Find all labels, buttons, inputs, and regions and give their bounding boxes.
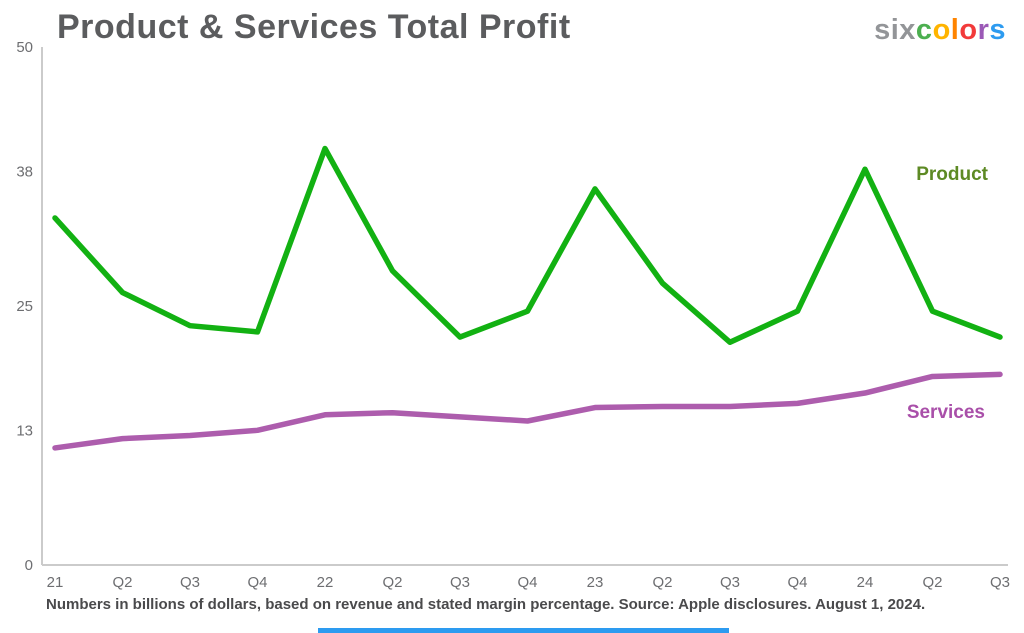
logo-letter: r [977,14,990,46]
logo-letter: o [959,14,978,46]
bottom-accent-bar [318,628,729,633]
y-tick-label: 13 [16,422,33,439]
logo-letter: o [932,14,951,46]
x-tick-label: 24 [857,574,874,591]
x-tick-label: Q4 [787,574,807,591]
logo-colored-letters: colors [916,14,1006,46]
x-tick-label: Q3 [450,574,470,591]
y-tick-label: 50 [16,39,33,56]
series-label-product: Product [916,164,988,185]
x-tick-label: 23 [587,574,604,591]
logo-letter: l [950,14,960,46]
y-tick-label: 0 [25,557,33,574]
logo-letter: s [989,14,1006,46]
y-tick-label: 25 [16,298,33,315]
x-tick-label: Q2 [922,574,942,591]
series-line-services [52,371,1003,451]
logo-prefix: six [874,14,916,46]
x-tick-label: Q3 [180,574,200,591]
logo-letter: c [915,14,933,46]
y-tick-label: 38 [16,163,33,180]
x-tick-label: Q4 [517,574,537,591]
sixcolors-logo: sixcolors [874,14,1006,47]
x-tick-label: 22 [317,574,334,591]
series-line-product [52,145,1003,346]
series-label-services: Services [907,402,985,423]
chart-caption: Numbers in billions of dollars, based on… [46,596,926,613]
x-tick-label: Q2 [382,574,402,591]
chart-title: Product & Services Total Profit [57,8,571,46]
x-tick-label: Q3 [720,574,740,591]
x-tick-label: Q2 [112,574,132,591]
x-tick-label: 21 [47,574,64,591]
x-tick-label: Q2 [652,574,672,591]
x-tick-label: Q3 [990,574,1010,591]
x-tick-label: Q4 [247,574,267,591]
